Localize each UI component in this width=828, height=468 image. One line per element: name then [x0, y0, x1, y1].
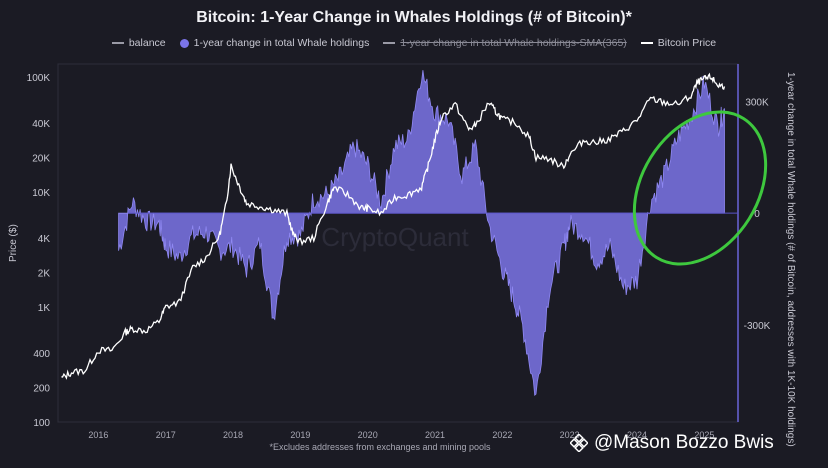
x-tick-label: 2021: [425, 430, 445, 440]
x-tick-label: 2025: [694, 430, 714, 440]
legend-label: Bitcoin Price: [657, 37, 717, 49]
left-tick-label: 100K: [27, 73, 51, 84]
legend-item-balance[interactable]: balance: [111, 37, 166, 49]
legend-line-swatch: [111, 42, 124, 44]
right-tick-label: 0: [754, 209, 760, 220]
left-tick-label: 40K: [32, 119, 50, 130]
legend-label: balance: [128, 37, 166, 49]
left-tick-label: 100: [33, 418, 50, 429]
left-tick-label: 1K: [38, 303, 51, 314]
x-tick-label: 2020: [358, 430, 378, 440]
legend-item-whale-change[interactable]: 1-year change in total Whale holdings: [179, 37, 370, 49]
legend-line-swatch: [640, 42, 653, 44]
left-tick-label: 10K: [32, 188, 50, 199]
legend-line-swatch: [383, 42, 396, 44]
legend-dot-swatch: [179, 38, 189, 48]
left-tick-label: 20K: [32, 153, 50, 164]
left-tick-label: 4K: [38, 234, 51, 245]
x-tick-label: 2022: [492, 430, 512, 440]
left-tick-label: 2K: [38, 268, 51, 279]
left-axis-title: Price ($): [8, 224, 19, 262]
watermark-text: CryptoQuant: [321, 222, 469, 252]
right-axis-title: 1-year change in total Whale holdings (#…: [785, 72, 796, 447]
credit-text: @Mason Bozzo Bwis: [594, 432, 774, 453]
right-tick-label: -300K: [744, 321, 771, 332]
x-tick-label: 2024: [627, 430, 647, 440]
x-tick-label: 2019: [290, 430, 310, 440]
legend-item-whale-sma[interactable]: 1-year change in total Whale holdings-SM…: [383, 37, 627, 49]
right-tick-label: 300K: [745, 97, 769, 108]
left-tick-label: 400: [33, 349, 50, 360]
footnote: *Excludes addresses from exchanges and m…: [269, 442, 491, 452]
legend-item-bitcoin-price[interactable]: Bitcoin Price: [640, 37, 717, 49]
legend-label: 1-year change in total Whale holdings: [193, 37, 370, 49]
credit-watermark: @Mason Bozzo Bwis: [570, 432, 774, 454]
x-tick-label: 2017: [156, 430, 176, 440]
left-tick-label: 200: [33, 383, 50, 394]
bitcoin-price-line: [61, 72, 726, 380]
legend-label: 1-year change in total Whale holdings-SM…: [400, 37, 627, 49]
diamond-logo-icon: [570, 434, 588, 452]
x-tick-label: 2023: [560, 430, 580, 440]
legend: balance 1-year change in total Whale hol…: [0, 37, 828, 49]
x-tick-label: 2016: [88, 430, 108, 440]
highlight-ellipse: [632, 110, 768, 266]
x-tick-label: 2018: [223, 430, 243, 440]
chart-title: Bitcoin: 1-Year Change in Whales Holding…: [196, 9, 632, 26]
